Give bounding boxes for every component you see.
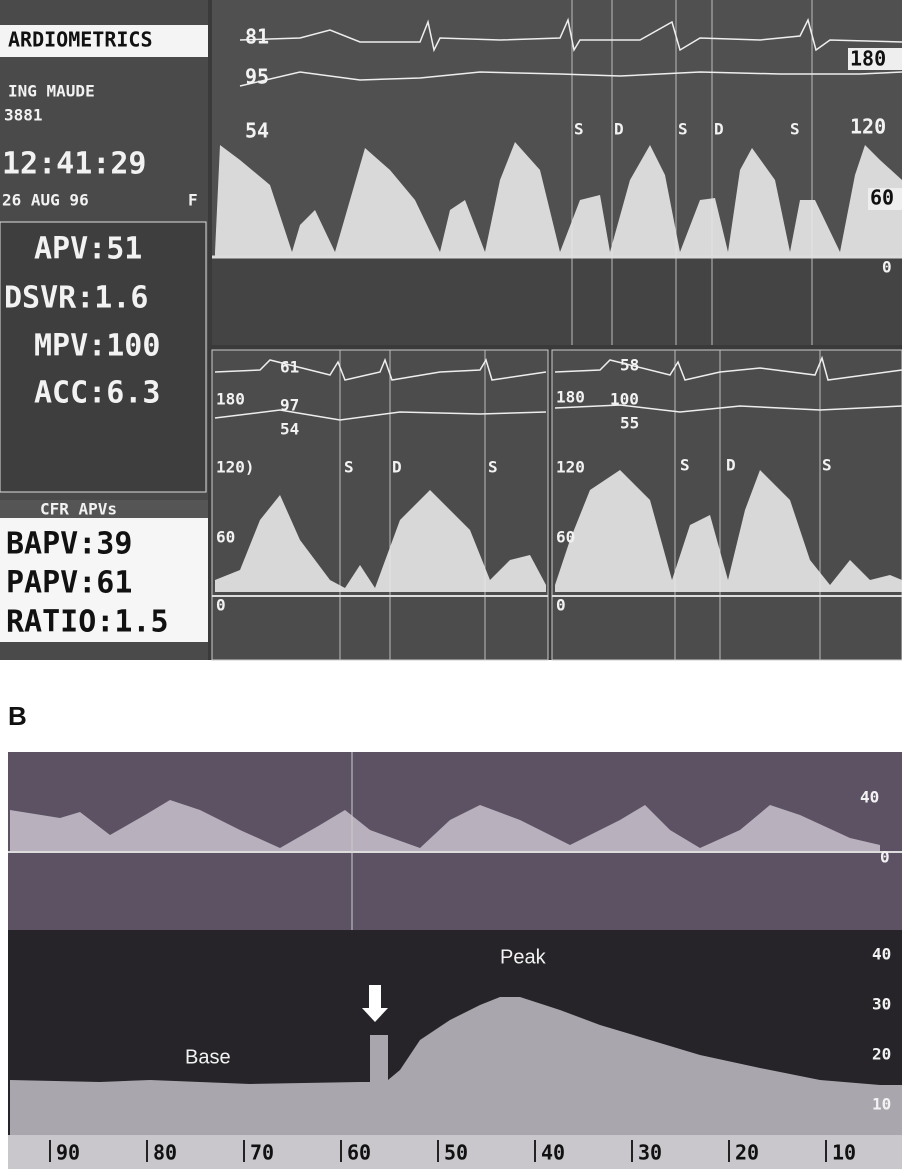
- scale-label: 40: [872, 945, 891, 964]
- scale-label: 30: [872, 995, 891, 1014]
- vital-label: 58: [620, 356, 639, 375]
- scale-box: [868, 188, 902, 210]
- phase-label: S: [790, 120, 800, 139]
- scale-label: 60: [870, 186, 894, 210]
- ecg-trace: [239, 17, 902, 53]
- ecg-label: 81: [245, 25, 269, 49]
- phase-label: S: [822, 456, 832, 475]
- scale-label: 0: [880, 848, 890, 867]
- scale-label: 20: [872, 1045, 891, 1064]
- cfr-row: BAPV:39: [6, 527, 132, 562]
- vital-label: 97: [280, 396, 299, 415]
- vital-label: 100: [610, 390, 639, 409]
- measure-box: [0, 221, 207, 493]
- phase-label: D: [614, 120, 624, 139]
- patient-name: ING MAUDE: [8, 82, 95, 101]
- vital-label: 55: [620, 414, 639, 433]
- top-trace-lower: [212, 258, 902, 345]
- time: 12:41:29: [2, 147, 147, 182]
- ecg-trace: [214, 357, 547, 381]
- measurement: APV:51: [34, 232, 142, 267]
- time-axis-label: 70: [250, 1141, 274, 1165]
- time-axis-label: 40: [541, 1141, 565, 1165]
- sex: F: [188, 191, 198, 210]
- scale-label: 60: [556, 528, 575, 547]
- time-axis-label: 20: [735, 1141, 759, 1165]
- pressure-trace: [214, 409, 547, 421]
- trend-area: [10, 997, 902, 1135]
- scale-label: 40: [860, 788, 879, 807]
- phase-label: D: [714, 120, 724, 139]
- phase-label: D: [726, 456, 736, 475]
- ecg-label: 54: [245, 119, 269, 143]
- brand-box: [0, 25, 208, 57]
- phase-label: S: [574, 120, 584, 139]
- scale-label: 0: [882, 258, 892, 277]
- measurement: MPV:100: [34, 329, 160, 364]
- time-axis-label: 10: [832, 1141, 856, 1165]
- scale-label: 180: [556, 388, 585, 407]
- scale-label: 120): [216, 458, 255, 477]
- phase-label: D: [392, 458, 402, 477]
- cfr-box: [0, 518, 208, 642]
- doppler-envelope: [215, 490, 546, 592]
- time-axis-label: 50: [444, 1141, 468, 1165]
- doppler-envelope: [215, 142, 902, 256]
- date: 26 AUG 96: [2, 191, 89, 210]
- beat-lines: [339, 0, 821, 660]
- patient-id: 3881: [4, 106, 43, 125]
- base-panel: [211, 349, 549, 661]
- scale-label: 180: [216, 390, 245, 409]
- ecg-trace: [554, 355, 902, 381]
- cfr-row: RATIO:1.5: [6, 605, 169, 640]
- time-axis: [8, 1135, 902, 1169]
- annotation: Peak: [500, 946, 547, 968]
- scale-label: 120: [850, 115, 886, 139]
- panel-label: B: [8, 701, 27, 731]
- cfr-row: PAPV:61: [6, 566, 132, 601]
- scale-label: 180: [850, 47, 886, 71]
- scale-label: 60: [216, 528, 235, 547]
- arrow: [362, 985, 388, 1022]
- time-axis-label: 60: [347, 1141, 371, 1165]
- phase-label: S: [488, 458, 498, 477]
- pressure-trace: [554, 404, 902, 413]
- vital-label: 61: [280, 358, 299, 377]
- phase-label: S: [680, 456, 690, 475]
- phase-label: S: [344, 458, 354, 477]
- time-axis-label: 30: [638, 1141, 662, 1165]
- cfr-title: CFR APVs: [40, 500, 117, 519]
- scale-label: 120: [556, 458, 585, 477]
- time-axis-label: 80: [153, 1141, 177, 1165]
- vital-label: 54: [280, 420, 299, 439]
- pressure-trace: [239, 71, 902, 87]
- phase-label: S: [678, 120, 688, 139]
- scale-box: [848, 48, 902, 70]
- measurement: ACC:6.3: [34, 376, 160, 411]
- time-axis-label: 90: [56, 1141, 80, 1165]
- ecg-label: 95: [245, 65, 269, 89]
- doppler-envelope: [10, 800, 880, 852]
- measurement: DSVR:1.6: [4, 281, 149, 316]
- doppler-envelope: [555, 470, 902, 592]
- cfr-header: [0, 500, 208, 518]
- time-axis-labels: 90 80 70 60 50 40 30 20 10: [49, 1140, 856, 1165]
- annotation: Base: [185, 1046, 231, 1068]
- scale-label: 0: [216, 596, 226, 615]
- scale-label: 0: [556, 596, 566, 615]
- brand: ARDIOMETRICS: [8, 28, 153, 52]
- scale-label: 10: [872, 1095, 891, 1114]
